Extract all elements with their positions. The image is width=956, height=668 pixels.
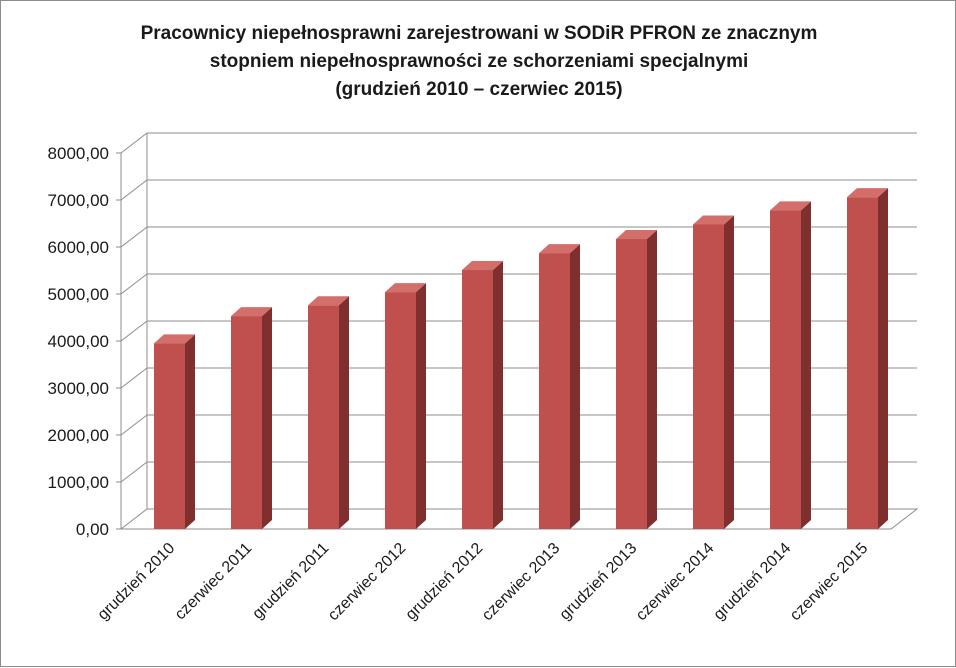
gridline-side <box>120 367 148 389</box>
bar <box>770 210 801 529</box>
bar-side <box>724 215 734 529</box>
bar-top <box>616 230 657 240</box>
bar-side <box>493 261 503 529</box>
y-tick-label: 0,00 <box>76 520 109 539</box>
gridline-side <box>120 320 148 342</box>
x-tick-label: czerwiec 2011 <box>172 540 256 624</box>
x-tick-label: czerwiec 2013 <box>479 540 563 624</box>
x-tick-label: grudzień 2010 <box>95 540 179 624</box>
y-tick-label: 6000,00 <box>48 238 109 257</box>
bar-top <box>462 261 503 271</box>
x-tick-label: czerwiec 2015 <box>787 540 871 624</box>
x-tick-label: grudzień 2011 <box>249 540 332 623</box>
y-tick-label: 4000,00 <box>48 332 109 351</box>
x-tick-label: grudzień 2014 <box>711 540 795 624</box>
y-tick-label: 1000,00 <box>48 473 109 492</box>
y-tick-label: 5000,00 <box>48 285 109 304</box>
x-tick-label: grudzień 2013 <box>557 540 641 624</box>
chart-title-line-3: (grudzień 2010 – czerwiec 2015) <box>335 79 622 100</box>
bar-top <box>770 201 811 211</box>
bar-top <box>154 334 195 344</box>
bar <box>616 239 647 529</box>
plot-area: 0,00 1000,00 2000,00 3000,00 4000,00 5000,00 6… <box>48 132 919 624</box>
bar <box>308 305 339 529</box>
bar-top <box>539 244 580 254</box>
bar-top <box>231 307 272 317</box>
bar <box>154 343 185 529</box>
bar <box>693 224 724 529</box>
gridline-side <box>120 273 148 295</box>
bar <box>462 270 493 529</box>
bar-top <box>693 215 734 225</box>
y-tick-label: 3000,00 <box>48 379 109 398</box>
bar-top <box>847 188 888 198</box>
bar <box>539 253 570 530</box>
bar-top <box>308 296 349 306</box>
x-tick-label: czerwiec 2014 <box>633 540 717 624</box>
y-tick-label: 7000,00 <box>48 191 109 210</box>
gridline-side <box>120 461 148 483</box>
bar <box>385 292 416 529</box>
bar-side <box>801 201 811 529</box>
bar-side <box>647 230 657 529</box>
gridline-side <box>120 414 148 436</box>
bar-top <box>385 283 426 293</box>
bar-side <box>262 307 272 529</box>
gridline-side <box>120 179 148 201</box>
gridline-side <box>120 226 148 248</box>
bar <box>847 197 878 529</box>
bar-side <box>416 283 426 529</box>
y-tick-label: 2000,00 <box>48 426 109 445</box>
bar-side <box>339 296 349 529</box>
x-tick-label: czerwiec 2012 <box>325 540 409 624</box>
bar-side <box>570 244 580 530</box>
x-tick-label: grudzień 2012 <box>403 540 487 624</box>
chart-title-line-2: stopniem niepełnosprawności ze schorzeni… <box>210 51 749 72</box>
chart-title-line-1: Pracownicy niepełnosprawni zarejestrowan… <box>141 23 818 44</box>
bar-side <box>185 334 195 529</box>
bar-side <box>878 188 888 529</box>
chart-title: Pracownicy niepełnosprawni zarejestrowan… <box>141 23 818 100</box>
bar <box>231 316 262 529</box>
y-tick-label: 8000,00 <box>48 144 109 163</box>
gridline-side <box>120 132 148 154</box>
